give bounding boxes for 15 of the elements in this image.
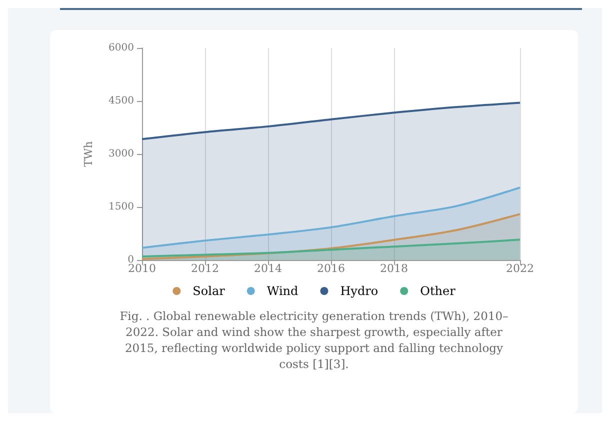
legend-label: Wind [266,284,299,298]
x-tick-label: 2012 [191,262,219,275]
text: Fig. . Global renewable electricity generation trends (TWh), 2010–2022. Solar and wind show the sharpest growth, especially after 2015, reflecting worldwide policy support and falling technology costs [1][3]. [118,308,510,372]
x-tick-label: 2016 [317,262,345,275]
x-tick-label: 2022 [506,262,534,275]
legend-label: Other [420,284,456,298]
y-tick-label: 6000 [108,42,134,54]
x-tick-label: 2018 [380,262,408,275]
legend-label: Solar [192,284,226,298]
y-tick-label: 4500 [108,96,134,106]
y-axis-title: TWh [82,141,95,167]
y-tick-label: 3000 [108,148,134,160]
y-tick-label: 1500 [108,202,134,212]
x-tick-label: 2014 [254,262,282,275]
legend-label: Hydro [340,284,378,298]
